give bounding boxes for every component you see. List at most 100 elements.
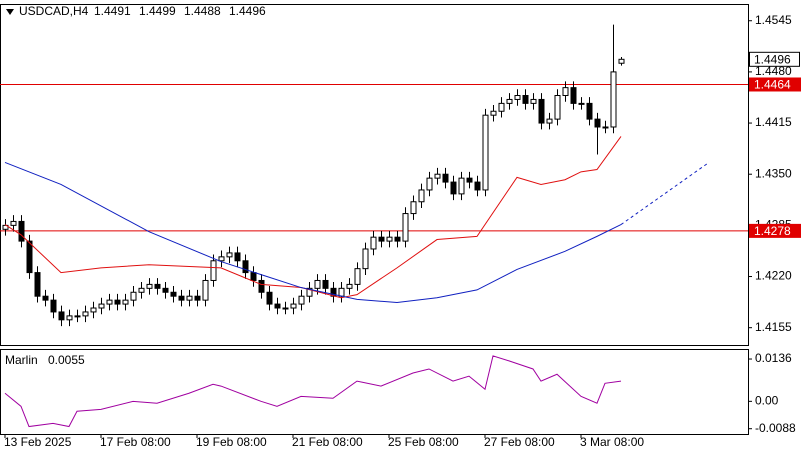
candle-body xyxy=(602,126,609,129)
candle-body xyxy=(314,279,321,289)
candle-body xyxy=(506,98,513,104)
ohlc-value: 1.4496 xyxy=(229,4,266,18)
moving-average xyxy=(4,136,622,299)
candle-body xyxy=(610,71,617,128)
candle-body xyxy=(122,299,129,305)
y-tick-label: 1.4545 xyxy=(755,13,792,27)
candle-body xyxy=(114,299,121,305)
candle-body xyxy=(554,95,561,120)
y-tick-label: 1.4415 xyxy=(755,115,792,129)
candle-body xyxy=(98,303,105,309)
indicator-value: 0.0055 xyxy=(48,353,85,367)
candle-body xyxy=(594,118,601,128)
candle-body xyxy=(570,87,577,104)
candle-body xyxy=(562,87,569,97)
candle-body xyxy=(482,114,489,191)
candle-body xyxy=(386,236,393,242)
level-label-box xyxy=(749,77,801,92)
candle-body xyxy=(226,252,233,258)
candle-body xyxy=(178,295,185,301)
candle-body xyxy=(282,307,289,310)
candle-body xyxy=(274,303,281,309)
candle-body xyxy=(490,110,497,116)
menu-icon xyxy=(6,9,14,15)
candle-body xyxy=(442,173,449,183)
candle-body xyxy=(618,58,625,64)
y-tick-label: 0.00 xyxy=(755,394,779,408)
y-tick-label: 1.4155 xyxy=(755,320,792,334)
main-frame xyxy=(0,4,749,346)
x-tick-label: 3 Mar 08:00 xyxy=(580,435,644,449)
candle-body xyxy=(242,260,249,274)
candle-body xyxy=(18,220,25,242)
candle-body xyxy=(170,291,177,297)
candle-body xyxy=(290,303,297,309)
candle-body xyxy=(202,279,209,301)
candle-body xyxy=(338,287,345,297)
y-tick-label: -0.0088 xyxy=(755,421,796,435)
candle-body xyxy=(450,181,457,195)
candle-body xyxy=(402,213,409,242)
indicator-title: Marlin xyxy=(5,353,38,367)
candle-body xyxy=(234,252,241,262)
candle-body xyxy=(394,236,401,242)
moving-average xyxy=(4,161,622,304)
candle-body xyxy=(90,307,97,313)
candle-body xyxy=(42,295,49,301)
candle-body xyxy=(154,283,161,289)
y-tick-label: 0.0136 xyxy=(755,351,792,365)
candle-body xyxy=(346,283,353,289)
candle-body xyxy=(266,291,273,305)
candle-body xyxy=(426,177,433,191)
level-label: 1.4278 xyxy=(754,224,791,238)
candle-body xyxy=(26,240,33,274)
candle-body xyxy=(306,287,313,297)
candle-body xyxy=(58,311,65,321)
candle-body xyxy=(586,102,593,120)
candle-body xyxy=(186,295,193,301)
candle-body xyxy=(578,102,585,105)
price-label-box xyxy=(749,51,800,67)
candle-body xyxy=(530,98,537,104)
candle-body xyxy=(82,311,89,317)
candle-body xyxy=(474,181,481,191)
candle-body xyxy=(130,291,137,301)
candle-body xyxy=(10,220,17,226)
candle-body xyxy=(458,177,465,195)
level-label-box xyxy=(749,223,801,238)
x-tick-label: 13 Feb 2025 xyxy=(4,435,72,449)
price-label: 1.4496 xyxy=(754,52,791,66)
chart-title: USDCAD,H4 xyxy=(19,4,89,18)
level-label: 1.4464 xyxy=(754,78,791,92)
candle-body xyxy=(194,295,201,301)
indicator-line xyxy=(4,355,622,428)
candle-body xyxy=(210,260,217,281)
y-tick-label: 1.4350 xyxy=(755,166,792,180)
candle-body xyxy=(74,315,81,318)
candle-body xyxy=(146,283,153,289)
candle-body xyxy=(434,173,441,179)
y-tick-label: 1.4220 xyxy=(755,269,792,283)
candle-body xyxy=(162,287,169,293)
candle-body xyxy=(466,177,473,183)
candle-body xyxy=(410,201,417,215)
candle-body xyxy=(66,315,73,321)
candle-body xyxy=(106,299,113,305)
candle-body xyxy=(250,272,257,281)
candle-body xyxy=(298,295,305,305)
y-tick-label: 1.4480 xyxy=(755,64,792,78)
candle-body xyxy=(322,279,329,289)
ohlc-value: 1.4499 xyxy=(139,4,176,18)
candle-body xyxy=(418,189,425,203)
indicator-frame xyxy=(0,349,749,435)
ohlc-value: 1.4488 xyxy=(184,4,221,18)
candle-body xyxy=(34,272,41,297)
candle-body xyxy=(370,236,377,250)
candle-body xyxy=(378,236,385,242)
x-tick-label: 21 Feb 08:00 xyxy=(292,435,363,449)
candle-body xyxy=(522,95,529,104)
candle-body xyxy=(362,248,369,270)
ohlc-value: 1.4491 xyxy=(94,4,131,18)
candle-body xyxy=(514,95,521,100)
candle-body xyxy=(258,279,265,293)
